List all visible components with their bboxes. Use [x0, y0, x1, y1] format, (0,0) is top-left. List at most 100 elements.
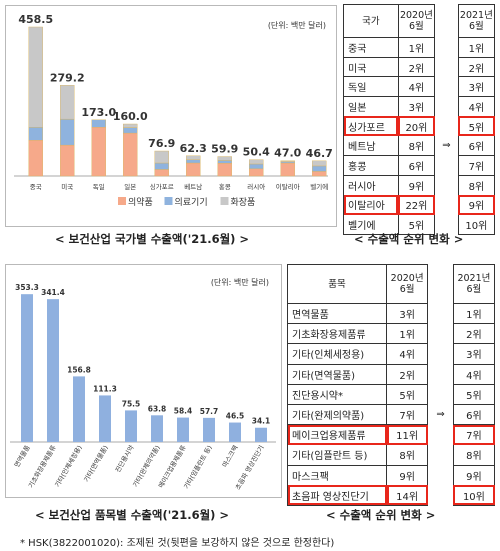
- rank-2021: 5위: [452, 383, 496, 405]
- x-tick-label: 중국: [30, 183, 42, 191]
- bar-segment: [312, 171, 327, 177]
- arrow-spacer: [435, 195, 459, 215]
- bar-value-label: 75.5: [122, 399, 141, 408]
- arrow-spacer: [435, 97, 459, 117]
- table-row: 중국 1위 1위: [343, 37, 496, 58]
- arrow-spacer: [428, 485, 454, 505]
- row-label: 면역물품: [286, 302, 388, 325]
- bar-total-label: 173.0: [81, 106, 116, 119]
- rank-2021: 7위: [452, 424, 496, 446]
- bar-segment: [312, 160, 327, 167]
- rank-2020: 1위: [386, 323, 429, 345]
- bar-value-label: 111.3: [93, 384, 117, 393]
- row-label: 초음파 영상진단기: [286, 484, 388, 506]
- legend-label: 화장품: [231, 197, 256, 208]
- column-header: 2021년 6월: [457, 4, 496, 38]
- country-export-chart-box: (단위: 백만 달러) 458.5 중국 279.2 미국 173.0 독일 160.0 일본…: [5, 5, 337, 227]
- rank-2021: 8위: [457, 174, 496, 196]
- bar-segment: [217, 163, 232, 177]
- table-row: 이탈리아 22위 9위: [343, 194, 496, 216]
- bar-segment: [154, 150, 169, 164]
- bar-value-label: 58.4: [174, 407, 193, 416]
- row-label: 기타(면역물품): [286, 363, 388, 385]
- bar-segment: [28, 140, 43, 177]
- bar: [203, 417, 215, 442]
- rank-2020: 6위: [397, 155, 436, 176]
- column-header: 품목: [286, 264, 388, 304]
- bar-segment: [123, 132, 138, 177]
- arrow-spacer: [428, 465, 454, 485]
- rank-2020: 7위: [386, 403, 429, 426]
- bar-value-label: 57.7: [200, 407, 219, 416]
- bar-segment: [91, 127, 106, 177]
- table-row: 기초화장용제품류 1위 2위: [286, 323, 496, 345]
- rank-2020: 14위: [386, 484, 429, 506]
- row-label: 베트남: [343, 135, 399, 157]
- bar: [73, 376, 85, 442]
- country-rank-table: 국가 2020년 6월 2021년 6월 중국 1위 1위 미국 2위 2위 독일 4위 3위 일본 3위 4위…: [343, 4, 496, 235]
- x-tick-label: 기초화장용제품류: [26, 443, 58, 489]
- table-row: 싱가포르 20위 5위: [343, 115, 496, 137]
- bar-segment: [154, 162, 169, 170]
- rank-2020: 8위: [386, 444, 429, 466]
- x-tick-label: 벨기에: [310, 182, 328, 191]
- table-row: 마스크팩 9위 9위: [286, 464, 496, 486]
- rank-2020: 3위: [397, 96, 436, 117]
- bar-value-label: 341.4: [41, 288, 65, 297]
- bar-segment: [312, 165, 327, 172]
- bar-segment: [154, 169, 169, 177]
- arrow-spacer: [428, 384, 454, 404]
- rank-2021: 9위: [452, 464, 496, 486]
- rank-2020: 5위: [397, 214, 436, 235]
- row-label: 메이크업용제품류: [286, 424, 388, 446]
- bar-segment: [60, 85, 75, 120]
- rank-2020: 8위: [397, 135, 436, 157]
- bar-total-label: 59.9: [211, 143, 238, 156]
- rank-2021: 4위: [457, 96, 496, 117]
- x-tick-label: 면역물품: [12, 443, 32, 468]
- x-tick-label: 기타(완제의약품): [130, 444, 161, 489]
- row-label: 진단용시약*: [286, 383, 388, 405]
- arrow-spacer: [428, 324, 454, 344]
- arrow-spacer: [428, 445, 454, 465]
- country-chart-unit: (단위: 백만 달러): [267, 21, 326, 30]
- legend-swatch: [164, 197, 173, 205]
- bar-value-label: 353.3: [15, 283, 39, 292]
- column-header: 국가: [343, 4, 399, 38]
- x-tick-label: 베트남: [184, 182, 202, 191]
- rank-2021: 6위: [452, 403, 496, 426]
- arrow-spacer: [434, 4, 459, 38]
- bar-total-label: 47.0: [274, 147, 301, 160]
- row-label: 마스크팩: [286, 464, 388, 486]
- bar-total-label: 62.3: [180, 142, 207, 155]
- bar-segment: [91, 119, 106, 128]
- x-tick-label: 마스크팩: [220, 443, 240, 468]
- bar-value-label: 156.8: [67, 365, 91, 374]
- x-tick-label: 일본: [124, 182, 136, 191]
- bar-total-label: 279.2: [50, 71, 85, 84]
- arrow-spacer: [428, 344, 454, 364]
- x-tick-label: 기타(면역물품): [81, 444, 109, 484]
- table-row: 기타(면역물품) 2위 4위: [286, 363, 496, 385]
- rank-2020: 11위: [386, 424, 429, 446]
- table-row: 초음파 영상진단기 14위 10위: [286, 484, 496, 506]
- rank-2020: 5위: [386, 383, 429, 405]
- rank-2021: 5위: [457, 115, 496, 137]
- bar: [255, 427, 267, 442]
- rank-2020: 1위: [397, 37, 436, 58]
- row-label: 이탈리아: [343, 194, 399, 216]
- table-row: 미국 2위 2위: [343, 56, 496, 78]
- x-tick-label: 기타(인체세정용): [52, 444, 83, 489]
- table-header-row: 품목 2020년 6월 2021년 6월: [286, 264, 496, 304]
- rank-2021: 6위: [457, 135, 496, 157]
- row-label: 일본: [343, 96, 399, 117]
- bar-total-label: 76.9: [148, 137, 175, 150]
- arrow-spacer: [435, 156, 459, 176]
- bar-segment: [60, 118, 75, 146]
- rank-2021: 2위: [457, 56, 496, 78]
- column-header: 2020년 6월: [386, 264, 429, 304]
- rank-2021: 10위: [452, 484, 496, 506]
- row-label: 러시아: [343, 174, 399, 196]
- bar-total-label: 160.0: [113, 110, 148, 123]
- table-row: 홍콩 6위 7위: [343, 155, 496, 176]
